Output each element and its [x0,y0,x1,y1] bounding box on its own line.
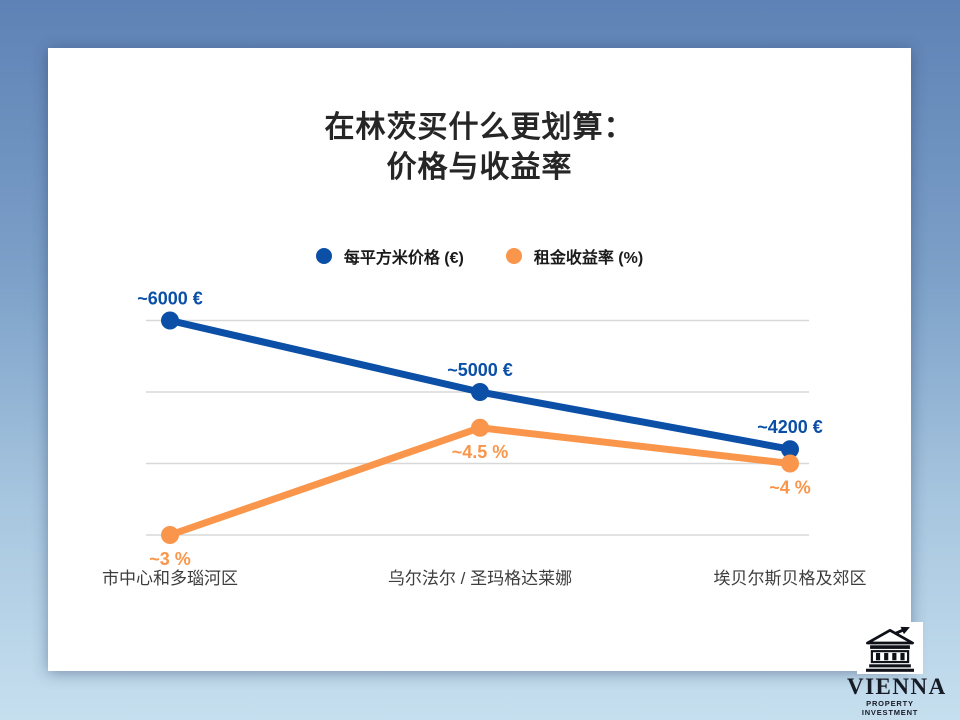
building-arrow-icon [857,622,923,674]
legend-label-price: 每平方米价格 (€) [343,250,464,267]
brand-tagline: PROPERTY INVESTMENT [861,699,919,717]
chart-title-line2: 价格与收益率 [386,151,573,184]
brand-name: VIENNA [847,674,947,699]
chart-title-line1: 在林茨买什么更划算： [324,111,635,144]
legend-label-yield: 租金收益率 (%) [533,250,644,267]
slide-card: 在林茨买什么更划算： 价格与收益率 每平方米价格 (€) 租金收益率 (%) [48,48,911,671]
legend-item-price: 每平方米价格 (€) [315,244,464,268]
chart-legend: 每平方米价格 (€) 租金收益率 (%) [48,244,911,268]
legend-item-yield: 租金收益率 (%) [505,244,644,268]
chart-title: 在林茨买什么更划算： 价格与收益率 [48,108,911,188]
price-series-dot-icon [315,248,332,264]
brand-logo: VIENNA PROPERTY INVESTMENT [847,622,947,717]
yield-series-dot-icon [505,248,522,264]
